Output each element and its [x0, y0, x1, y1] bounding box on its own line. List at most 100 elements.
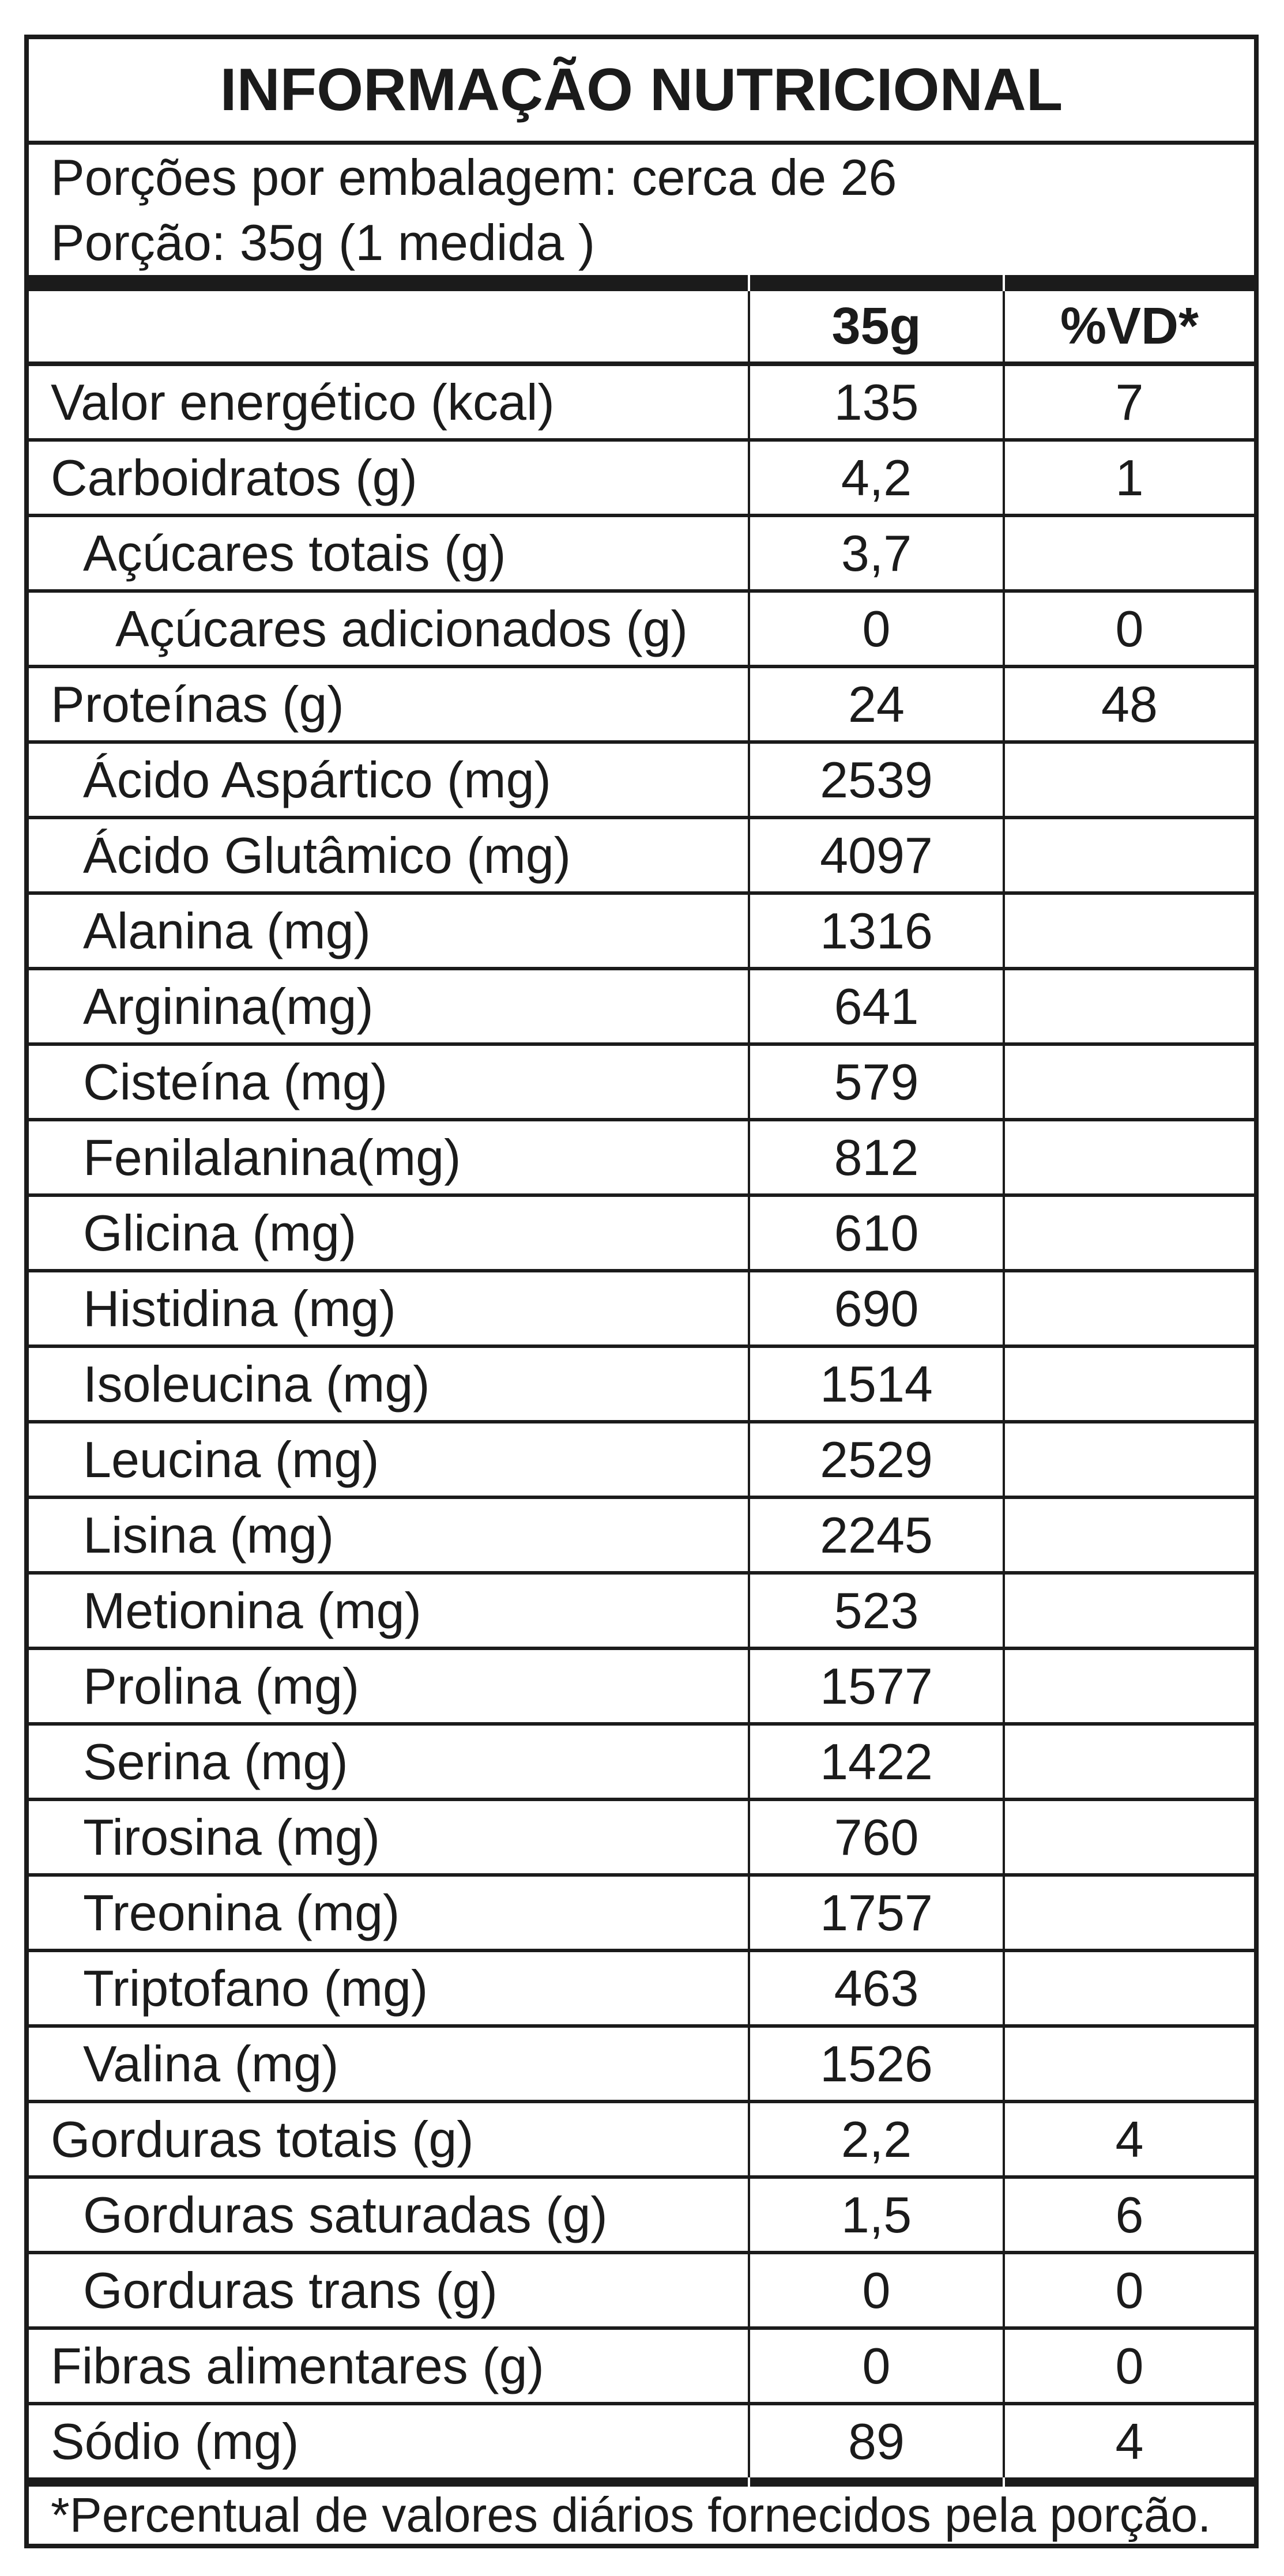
nutrient-name: Treonina (mg) — [83, 1884, 400, 1941]
table-row: Serina (mg) 1422 — [29, 1726, 1254, 1801]
nutrient-dv: 4 — [1003, 2405, 1254, 2477]
nutrient-name: Isoleucina (mg) — [83, 1355, 430, 1413]
table-row: Arginina(mg) 641 — [29, 970, 1254, 1046]
table-row: Glicina (mg) 610 — [29, 1197, 1254, 1272]
table-row: Ácido Glutâmico (mg) 4097 — [29, 819, 1254, 895]
nutrient-name: Serina (mg) — [83, 1733, 348, 1790]
nutrient-amount: 1,5 — [748, 2179, 1003, 2251]
table-row: Proteínas (g) 24 48 — [29, 668, 1254, 744]
bar-segment — [748, 2477, 1003, 2487]
table-row: Açúcares adicionados (g) 0 0 — [29, 593, 1254, 668]
nutrient-rows: Valor energético (kcal) 135 7 Carboidratos … — [29, 366, 1254, 2477]
nutrient-dv: 0 — [1003, 593, 1254, 665]
bar-segment — [29, 2477, 748, 2487]
nutrient-name: Açúcares adicionados (g) — [115, 600, 688, 657]
table-row: Fibras alimentares (g) 0 0 — [29, 2330, 1254, 2405]
table-row: Gorduras totais (g) 2,2 4 — [29, 2103, 1254, 2179]
column-header-amount: 35g — [748, 291, 1003, 361]
nutrient-name: Gorduras totais (g) — [51, 2110, 474, 2168]
nutrient-dv — [1003, 517, 1254, 589]
nutrient-amount: 523 — [748, 1575, 1003, 1647]
nutrient-name: Gorduras trans (g) — [83, 2261, 498, 2319]
nutrient-name: Lisina (mg) — [83, 1506, 334, 1564]
bar-segment — [1003, 2477, 1254, 2487]
nutrient-name: Fenilalanina(mg) — [83, 1128, 461, 1186]
table-row: Lisina (mg) 2245 — [29, 1499, 1254, 1575]
nutrient-dv: 0 — [1003, 2254, 1254, 2326]
nutrient-dv — [1003, 1801, 1254, 1873]
nutrient-amount: 1316 — [748, 895, 1003, 967]
separator-bar-top — [29, 275, 1254, 291]
nutrient-name: Açúcares totais (g) — [83, 524, 506, 582]
table-title-row: INFORMAÇÃO NUTRICIONAL — [29, 39, 1254, 145]
table-row: Alanina (mg) 1316 — [29, 895, 1254, 970]
nutrient-amount: 812 — [748, 1121, 1003, 1193]
nutrient-dv — [1003, 1575, 1254, 1647]
table-row: Carboidratos (g) 4,2 1 — [29, 442, 1254, 517]
nutrient-dv — [1003, 1877, 1254, 1949]
nutrient-amount: 641 — [748, 970, 1003, 1042]
bar-segment — [748, 275, 1003, 291]
bar-segment — [29, 275, 748, 291]
nutrient-amount: 2529 — [748, 1423, 1003, 1496]
servings-per-package: Porções por embalagem: cerca de 26 — [51, 149, 897, 206]
nutrient-dv: 0 — [1003, 2330, 1254, 2402]
table-row: Leucina (mg) 2529 — [29, 1423, 1254, 1499]
table-row: Prolina (mg) 1577 — [29, 1650, 1254, 1726]
table-row: Valor energético (kcal) 135 7 — [29, 366, 1254, 442]
nutrient-amount: 24 — [748, 668, 1003, 740]
nutrient-name: Ácido Glutâmico (mg) — [83, 826, 571, 884]
nutrient-amount: 4097 — [748, 819, 1003, 891]
nutrient-dv — [1003, 895, 1254, 967]
nutrient-amount: 1526 — [748, 2028, 1003, 2100]
table-row: Ácido Aspártico (mg) 2539 — [29, 744, 1254, 819]
nutrient-dv — [1003, 1952, 1254, 2024]
nutrient-name: Valina (mg) — [83, 2035, 339, 2092]
page-title: INFORMAÇÃO NUTRICIONAL — [220, 56, 1063, 123]
nutrient-name: Valor energético (kcal) — [51, 373, 555, 431]
nutrient-amount: 2245 — [748, 1499, 1003, 1571]
nutrient-name: Sódio (mg) — [51, 2412, 299, 2470]
nutrient-amount: 89 — [748, 2405, 1003, 2477]
nutrient-amount: 463 — [748, 1952, 1003, 2024]
nutrient-dv — [1003, 2028, 1254, 2100]
nutrient-amount: 690 — [748, 1272, 1003, 1345]
nutrient-dv: 48 — [1003, 668, 1254, 740]
column-header-dv: %VD* — [1003, 291, 1254, 361]
nutrient-dv: 7 — [1003, 366, 1254, 438]
nutrient-amount: 0 — [748, 2254, 1003, 2326]
table-row: Histidina (mg) 690 — [29, 1272, 1254, 1348]
nutrient-amount: 1577 — [748, 1650, 1003, 1722]
nutrient-amount: 0 — [748, 593, 1003, 665]
nutrient-dv: 6 — [1003, 2179, 1254, 2251]
nutrient-name: Histidina (mg) — [83, 1279, 396, 1337]
nutrient-dv: 4 — [1003, 2103, 1254, 2175]
nutrient-amount: 4,2 — [748, 442, 1003, 514]
nutrient-dv — [1003, 1423, 1254, 1496]
nutrient-amount: 610 — [748, 1197, 1003, 1269]
nutrient-amount: 579 — [748, 1046, 1003, 1118]
nutrient-amount: 2,2 — [748, 2103, 1003, 2175]
nutrient-name: Cisteína (mg) — [83, 1053, 388, 1110]
table-row: Gorduras trans (g) 0 0 — [29, 2254, 1254, 2330]
nutrient-amount: 1422 — [748, 1726, 1003, 1798]
nutrient-name: Prolina (mg) — [83, 1657, 360, 1715]
table-row: Gorduras saturadas (g) 1,5 6 — [29, 2179, 1254, 2254]
nutrient-amount: 3,7 — [748, 517, 1003, 589]
separator-bar-bottom — [29, 2477, 1254, 2487]
nutrient-amount: 0 — [748, 2330, 1003, 2402]
nutrient-amount: 1757 — [748, 1877, 1003, 1949]
table-row: Metionina (mg) 523 — [29, 1575, 1254, 1650]
nutrient-dv — [1003, 1197, 1254, 1269]
nutrient-name: Fibras alimentares (g) — [51, 2337, 544, 2394]
table-row: Fenilalanina(mg) 812 — [29, 1121, 1254, 1197]
nutrient-dv — [1003, 1046, 1254, 1118]
table-row: Treonina (mg) 1757 — [29, 1877, 1254, 1952]
nutrient-amount: 1514 — [748, 1348, 1003, 1420]
nutrient-dv — [1003, 1499, 1254, 1571]
nutrient-dv: 1 — [1003, 442, 1254, 514]
nutrient-dv — [1003, 1272, 1254, 1345]
table-row: Cisteína (mg) 579 — [29, 1046, 1254, 1121]
nutrient-name: Gorduras saturadas (g) — [83, 2186, 608, 2243]
